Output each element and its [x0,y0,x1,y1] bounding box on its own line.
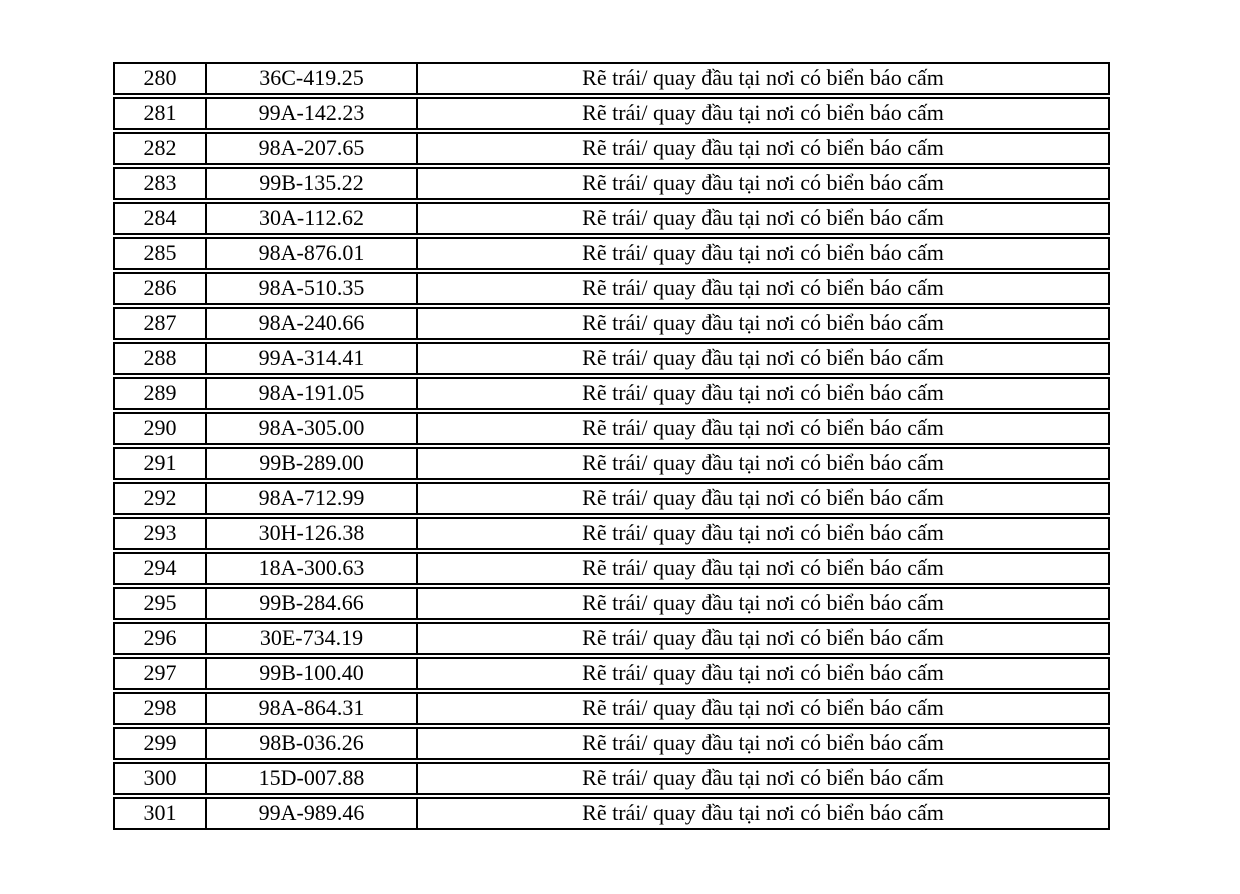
row-number-cell: 286 [115,274,207,303]
violation-text-cell: Rẽ trái/ quay đầu tại nơi có biển báo cấ… [582,274,944,300]
row-number-cell: 281 [115,99,207,128]
row-number-cell: 290 [115,414,207,443]
row-number-cell: 296 [115,624,207,653]
row-number-cell: 283 [115,169,207,198]
row-number-cell: 298 [115,694,207,723]
row-number-cell: 297 [115,659,207,688]
violation-text-cell: Rẽ trái/ quay đầu tại nơi có biển báo cấ… [582,694,944,720]
violation-text-cell: Rẽ trái/ quay đầu tại nơi có biển báo cấ… [582,134,944,160]
plate-number-cell: 30H-126.38 [207,519,418,548]
plate-number-cell: 98A-864.31 [207,694,418,723]
plate-number-cell: 99B-100.40 [207,659,418,688]
violation-table: 280 36C-419.25 Rẽ trái/ quay đầu tại nơi… [113,62,1110,832]
table-row: 286 98A-510.35 Rẽ trái/ quay đầu tại nơi… [113,272,1110,305]
violation-text-cell: Rẽ trái/ quay đầu tại nơi có biển báo cấ… [582,589,944,615]
table-row: 301 99A-989.46 Rẽ trái/ quay đầu tại nơi… [113,797,1110,830]
plate-number-cell: 99A-314.41 [207,344,418,373]
table-row: 283 99B-135.22 Rẽ trái/ quay đầu tại nơi… [113,167,1110,200]
table-row: 287 98A-240.66 Rẽ trái/ quay đầu tại nơi… [113,307,1110,340]
plate-number-cell: 98A-240.66 [207,309,418,338]
table-row: 290 98A-305.00 Rẽ trái/ quay đầu tại nơi… [113,412,1110,445]
plate-number-cell: 99B-135.22 [207,169,418,198]
violation-text-cell: Rẽ trái/ quay đầu tại nơi có biển báo cấ… [582,624,944,650]
violation-text-cell: Rẽ trái/ quay đầu tại nơi có biển báo cấ… [582,799,944,825]
row-number-cell: 280 [115,64,207,93]
row-number-cell: 299 [115,729,207,758]
plate-number-cell: 98A-510.35 [207,274,418,303]
row-number-cell: 295 [115,589,207,618]
violation-text-cell: Rẽ trái/ quay đầu tại nơi có biển báo cấ… [582,344,944,370]
row-number-cell: 292 [115,484,207,513]
plate-number-cell: 98A-876.01 [207,239,418,268]
violation-text-cell: Rẽ trái/ quay đầu tại nơi có biển báo cấ… [582,99,944,125]
violation-text-cell: Rẽ trái/ quay đầu tại nơi có biển báo cấ… [582,729,944,755]
row-number-cell: 288 [115,344,207,373]
violation-text-cell: Rẽ trái/ quay đầu tại nơi có biển báo cấ… [582,449,944,475]
table-row: 288 99A-314.41 Rẽ trái/ quay đầu tại nơi… [113,342,1110,375]
violation-text-cell: Rẽ trái/ quay đầu tại nơi có biển báo cấ… [582,239,944,265]
row-number-cell: 287 [115,309,207,338]
table-row: 282 98A-207.65 Rẽ trái/ quay đầu tại nơi… [113,132,1110,165]
table-row: 289 98A-191.05 Rẽ trái/ quay đầu tại nơi… [113,377,1110,410]
row-number-cell: 294 [115,554,207,583]
violation-text-cell: Rẽ trái/ quay đầu tại nơi có biển báo cấ… [582,204,944,230]
table-row: 280 36C-419.25 Rẽ trái/ quay đầu tại nơi… [113,62,1110,95]
violation-text-cell: Rẽ trái/ quay đầu tại nơi có biển báo cấ… [582,379,944,405]
plate-number-cell: 30A-112.62 [207,204,418,233]
table-row: 293 30H-126.38 Rẽ trái/ quay đầu tại nơi… [113,517,1110,550]
violation-text-cell: Rẽ trái/ quay đầu tại nơi có biển báo cấ… [582,309,944,335]
table-row: 285 98A-876.01 Rẽ trái/ quay đầu tại nơi… [113,237,1110,270]
violation-text-cell: Rẽ trái/ quay đầu tại nơi có biển báo cấ… [582,64,944,90]
violation-text-cell: Rẽ trái/ quay đầu tại nơi có biển báo cấ… [582,519,944,545]
table-row: 294 18A-300.63 Rẽ trái/ quay đầu tại nơi… [113,552,1110,585]
violation-text-cell: Rẽ trái/ quay đầu tại nơi có biển báo cấ… [582,659,944,685]
row-number-cell: 289 [115,379,207,408]
table-row: 291 99B-289.00 Rẽ trái/ quay đầu tại nơi… [113,447,1110,480]
violation-text-cell: Rẽ trái/ quay đầu tại nơi có biển báo cấ… [582,764,944,790]
plate-number-cell: 18A-300.63 [207,554,418,583]
violation-text-cell: Rẽ trái/ quay đầu tại nơi có biển báo cấ… [582,554,944,580]
plate-number-cell: 36C-419.25 [207,64,418,93]
plate-number-cell: 98A-207.65 [207,134,418,163]
plate-number-cell: 99A-989.46 [207,799,418,828]
table-row: 296 30E-734.19 Rẽ trái/ quay đầu tại nơi… [113,622,1110,655]
plate-number-cell: 98A-305.00 [207,414,418,443]
row-number-cell: 282 [115,134,207,163]
row-number-cell: 284 [115,204,207,233]
row-number-cell: 300 [115,764,207,793]
table-row: 284 30A-112.62 Rẽ trái/ quay đầu tại nơi… [113,202,1110,235]
table-row: 298 98A-864.31 Rẽ trái/ quay đầu tại nơi… [113,692,1110,725]
violation-text-cell: Rẽ trái/ quay đầu tại nơi có biển báo cấ… [582,169,944,195]
table-row: 299 98B-036.26 Rẽ trái/ quay đầu tại nơi… [113,727,1110,760]
row-number-cell: 291 [115,449,207,478]
violation-text-cell: Rẽ trái/ quay đầu tại nơi có biển báo cấ… [582,414,944,440]
violation-text-cell: Rẽ trái/ quay đầu tại nơi có biển báo cấ… [582,484,944,510]
plate-number-cell: 30E-734.19 [207,624,418,653]
table-row: 281 99A-142.23 Rẽ trái/ quay đầu tại nơi… [113,97,1110,130]
plate-number-cell: 98B-036.26 [207,729,418,758]
row-number-cell: 285 [115,239,207,268]
row-number-cell: 301 [115,799,207,828]
table-row: 292 98A-712.99 Rẽ trái/ quay đầu tại nơi… [113,482,1110,515]
plate-number-cell: 98A-712.99 [207,484,418,513]
plate-number-cell: 99A-142.23 [207,99,418,128]
plate-number-cell: 99B-289.00 [207,449,418,478]
plate-number-cell: 98A-191.05 [207,379,418,408]
plate-number-cell: 15D-007.88 [207,764,418,793]
plate-number-cell: 99B-284.66 [207,589,418,618]
row-number-cell: 293 [115,519,207,548]
table-row: 300 15D-007.88 Rẽ trái/ quay đầu tại nơi… [113,762,1110,795]
table-row: 295 99B-284.66 Rẽ trái/ quay đầu tại nơi… [113,587,1110,620]
table-row: 297 99B-100.40 Rẽ trái/ quay đầu tại nơi… [113,657,1110,690]
